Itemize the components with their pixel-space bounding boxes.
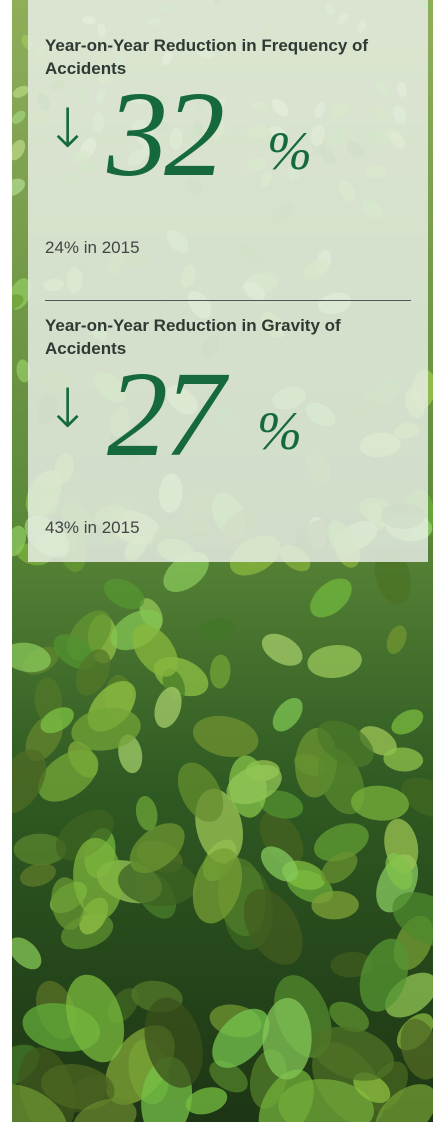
leaf [163, 552, 209, 592]
leaf [12, 139, 26, 161]
stat-figure: ↓ 32 % [45, 74, 415, 200]
stat-value: 27 [107, 347, 225, 482]
leaf [193, 715, 259, 758]
leaf [73, 837, 123, 920]
leaf [12, 85, 29, 98]
stats-panel: Year-on-Year Reduction in Frequency of A… [28, 0, 428, 562]
leaf [212, 1008, 270, 1068]
stat-title: Year-on-Year Reduction in Frequency of A… [45, 36, 369, 78]
leaf [278, 1079, 374, 1122]
stat: Year-on-Year Reduction in Gravity of Acc… [45, 314, 415, 538]
leaf [209, 1060, 248, 1093]
leaf [243, 889, 303, 965]
leaf [317, 720, 374, 768]
down-arrow: ↓ [45, 97, 91, 160]
leaf [314, 823, 369, 862]
leaf [311, 890, 359, 920]
leaf [72, 1098, 137, 1122]
leaf [310, 578, 352, 618]
leaf [12, 178, 26, 197]
leaf [400, 1018, 433, 1080]
stat-figure: ↓ 27 % [45, 354, 415, 480]
leaf [129, 823, 185, 874]
leaf [226, 764, 282, 805]
stat-note: 43% in 2015 [45, 518, 140, 537]
leaf [132, 624, 179, 677]
leaf [144, 997, 203, 1088]
leaf [12, 1084, 68, 1122]
leaf [19, 863, 56, 887]
leaf [12, 642, 51, 673]
leaf [391, 709, 424, 735]
leaf [12, 937, 42, 970]
leaf [400, 777, 433, 818]
stat-value: 32 [107, 67, 225, 202]
leaf [75, 649, 111, 696]
leaf [262, 997, 312, 1080]
leaf [16, 359, 31, 383]
leaf [386, 625, 407, 654]
leaf [12, 110, 26, 124]
stat-title: Year-on-Year Reduction in Gravity of Acc… [45, 316, 341, 358]
leaf [359, 938, 409, 1012]
leaf [41, 1064, 115, 1110]
leaf [40, 707, 74, 734]
leaf [177, 762, 224, 822]
leaf [307, 644, 362, 679]
stat: Year-on-Year Reduction in Frequency of A… [45, 34, 415, 258]
leaf [385, 852, 413, 890]
leaf [259, 790, 304, 819]
leaf [66, 974, 125, 1063]
leaf [103, 578, 145, 610]
leaf [12, 525, 27, 557]
leaf [312, 1026, 394, 1081]
divider [45, 300, 411, 301]
leaf [135, 795, 158, 831]
leaf [260, 846, 298, 882]
leaf [392, 892, 433, 947]
leaf [71, 707, 141, 751]
leaf [192, 848, 243, 924]
leaf [351, 785, 409, 821]
stat-unit: % [267, 121, 312, 181]
stat-note: 24% in 2015 [45, 238, 140, 257]
leaf [375, 1084, 433, 1122]
leaf [13, 833, 67, 866]
leaf [329, 1001, 370, 1033]
leaf [383, 747, 424, 772]
leaf [154, 686, 182, 728]
leaf [374, 548, 412, 605]
down-arrow: ↓ [45, 377, 91, 440]
leaf [261, 633, 303, 666]
leaf [185, 1087, 228, 1115]
leaf [12, 749, 47, 814]
stat-unit: % [257, 401, 302, 461]
leaf [272, 697, 303, 732]
leaf [199, 618, 235, 640]
leaf [38, 749, 99, 802]
leaf [321, 851, 358, 884]
leaf [12, 294, 24, 310]
leaf [209, 654, 231, 689]
